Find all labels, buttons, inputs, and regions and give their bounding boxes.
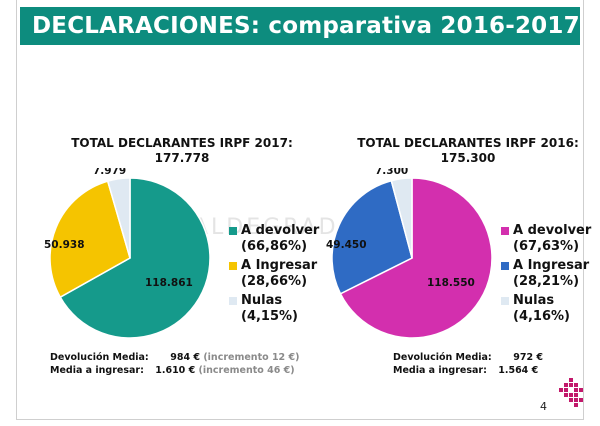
page-number: 4 [540,400,547,413]
stat-row-1-1: Media a ingresar: 1.564 € [393,364,543,377]
legend-percent: (66,86%) [241,239,308,254]
stats-2017: Devolución Media: 984 € (incremento 12 €… [50,351,299,377]
slice-label-0-1: 50.938 [44,239,85,251]
stat-label: Devolución Media: [50,352,153,363]
pie-slice-0-2 [106,177,131,259]
legend-label: A devolver (66,86%) [241,223,319,255]
pie-chart-2016: 118.550 49.450 7.300 [326,168,493,339]
stat-value: 972 € [513,352,544,363]
legend-item-1-1: A Ingresar (28,21%) [501,258,591,290]
legend-label: Nulas (4,16%) [513,293,570,325]
legend-percent: (67,63%) [513,239,580,254]
legend-item-1-0: A devolver (67,63%) [501,223,591,255]
stat-row-0-1: Media a ingresar: 1.610 € (incremento 46… [50,364,299,377]
legend-swatch [501,297,509,305]
legend-name: Nulas [513,293,555,308]
legend-2016: A devolver (67,63%) A Ingresar (28,21%) Nula… [501,223,591,328]
slice-label-0-0: 118.861 [145,277,193,289]
pie-slice-0-1 [49,180,131,299]
pie-slice-1-0 [339,177,493,339]
legend-label: Nulas (4,15%) [241,293,298,325]
legend-name: A devolver [513,223,592,238]
stat-value: 1.564 € [498,365,539,376]
legend-swatch [501,227,509,235]
legend-item-0-1: A Ingresar (28,66%) [229,258,319,290]
stat-row-0-0: Devolución Media: 984 € (incremento 12 €… [50,351,299,364]
legend-label: A Ingresar (28,21%) [513,258,589,290]
page-title: DECLARACIONES: comparativa 2016-2017 [20,7,580,45]
legend-percent: (4,16%) [513,309,570,324]
legend-percent: (28,21%) [513,274,580,289]
legend-swatch [229,227,237,235]
legend-swatch [229,297,237,305]
legend-name: Nulas [241,293,283,308]
slice-label-1-1: 49.450 [326,239,367,251]
legend-label: A Ingresar (28,66%) [241,258,317,290]
legend-item-1-2: Nulas (4,16%) [501,293,591,325]
chart-2016-total: 175.300 [440,151,496,165]
legend-label: A devolver (67,63%) [513,223,591,255]
chart-2016-title: TOTAL DECLARANTES IRPF 2016: 175.300 [348,136,588,166]
stat-increment: (incremento 46 €) [195,365,295,376]
legend-name: A Ingresar [513,258,590,273]
legend-swatch [229,262,237,270]
stat-value: 1.610 € [155,365,196,376]
stat-label: Media a ingresar: [50,365,148,376]
stat-label: Media a ingresar: [393,365,491,376]
legend-2017: A devolver (66,86%) A Ingresar (28,66%) Nula… [229,223,319,328]
stat-row-1-0: Devolución Media: 972 € [393,351,543,364]
pie-slice-0-0 [59,177,211,339]
slice-label-1-0: 118.550 [427,277,475,289]
stat-increment: (incremento 12 €) [200,352,300,363]
chart-2016-title-line: TOTAL DECLARANTES IRPF 2016: [357,136,579,150]
stat-value: 984 € [170,352,201,363]
legend-item-0-0: A devolver (66,86%) [229,223,319,255]
stat-label: Devolución Media: [393,352,496,363]
slice-label-1-2: 7.300 [375,168,408,177]
legend-name: A Ingresar [241,258,318,273]
chart-2017-total: 177.778 [154,151,210,165]
legend-item-0-2: Nulas (4,15%) [229,293,319,325]
slice-label-0-2: 7.979 [93,168,126,177]
chart-2017-title: TOTAL DECLARANTES IRPF 2017: 177.778 [62,136,302,166]
legend-name: A devolver [241,223,320,238]
legend-swatch [501,262,509,270]
stats-2016: Devolución Media: 972 € Media a ingresar:… [393,351,543,377]
pie-slice-1-1 [331,179,413,295]
pie-slice-1-2 [390,177,413,259]
logo-icon [559,378,583,407]
legend-percent: (28,66%) [241,274,308,289]
pie-chart-2017: 118.861 50.938 7.979 [44,168,211,339]
legend-percent: (4,15%) [241,309,298,324]
chart-2017-title-line: TOTAL DECLARANTES IRPF 2017: [71,136,293,150]
